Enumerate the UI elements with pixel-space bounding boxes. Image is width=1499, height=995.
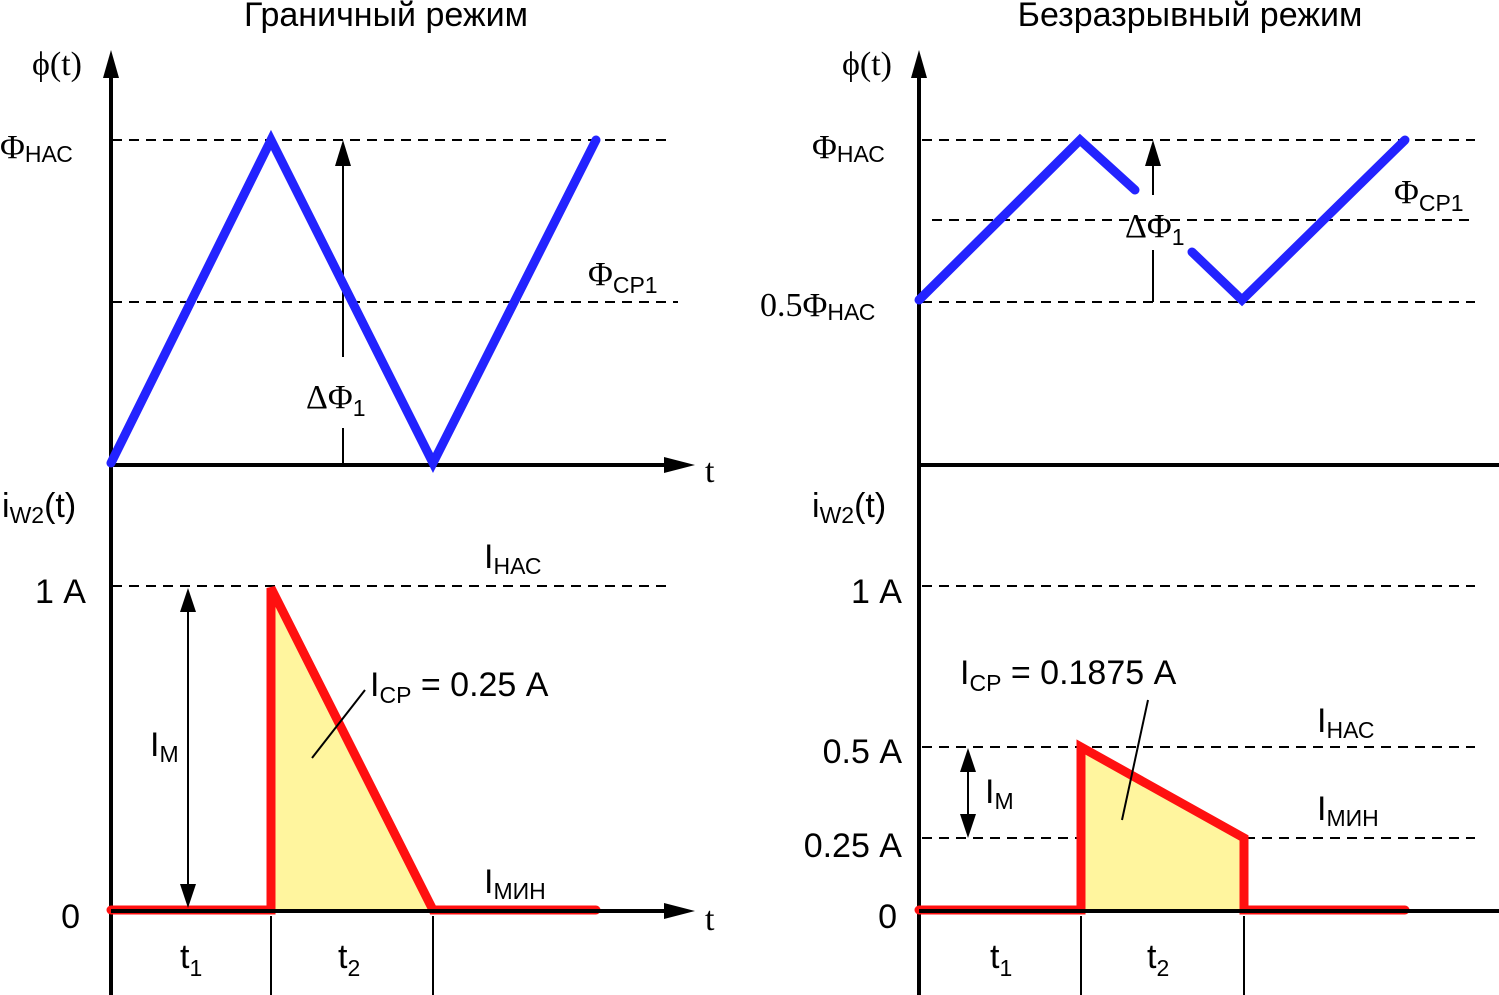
left-im-arrow-top (180, 588, 196, 612)
left-i-min-label: IМИН (484, 863, 546, 904)
left-t-axis-bottom-arrow (664, 903, 695, 919)
right-y-05a: 0.5 А (823, 733, 903, 771)
right-phi-half-label: 0.5ΦНАС (760, 287, 875, 325)
left-delta-phi-arrow (335, 140, 351, 166)
left-phi-sat-label: ΦНАС (0, 129, 73, 167)
right-flux-waveform-b (1187, 135, 1410, 307)
right-t2-label: t2 (1147, 938, 1169, 981)
right-y-0: 0 (878, 898, 897, 936)
left-y-1a: 1 А (35, 573, 86, 611)
left-t-axis-bottom-label: t (705, 901, 715, 938)
right-current-area (1083, 750, 1243, 910)
left-panel: Граничный режим ϕ(t) ΦНАС ΦСР1 ΔΦ1 t iW2… (0, 0, 715, 995)
left-im-arrow-bottom (180, 884, 196, 908)
right-phi-avg-label: ΦСР1 (1394, 174, 1464, 216)
left-t-axis-arrow (664, 457, 695, 473)
right-i-sat-label: IНАС (1317, 702, 1375, 743)
left-phi-axis-label: ϕ(t) (32, 46, 82, 83)
left-im-label: IМ (150, 726, 179, 767)
right-title: Безразрывный режим (1018, 0, 1363, 34)
left-i-avg-pointer (311, 689, 366, 759)
left-i-sat-label: IНАС (484, 538, 542, 579)
left-phi-axis-arrow (103, 50, 119, 78)
left-delta-phi-label: ΔΦ1 (306, 379, 366, 421)
right-phi-axis-arrow (911, 50, 927, 78)
right-panel: Безразрывный режим ϕ(t) ΦНАС ΦСР1 0.5ΦНА… (760, 0, 1499, 995)
right-delta-phi-label: ΔΦ1 (1125, 208, 1185, 250)
right-y-1a: 1 А (851, 573, 902, 611)
left-y-0: 0 (61, 898, 80, 936)
right-i-avg-label: IСР = 0.1875 А (960, 654, 1177, 696)
right-im-label: IМ (985, 773, 1014, 814)
right-phi-axis-label: ϕ(t) (842, 46, 892, 83)
right-delta-phi-arrow (1145, 140, 1161, 166)
right-im-arrow-bottom (960, 814, 976, 838)
right-phi-sat-label: ΦНАС (812, 129, 885, 167)
right-i-avg-pointer (1121, 699, 1149, 821)
left-flux-waveform (106, 129, 601, 474)
right-i-min-label: IМИН (1317, 790, 1379, 831)
right-y-025a: 0.25 А (804, 827, 903, 865)
left-i-avg-label: IСР = 0.25 А (370, 666, 549, 708)
right-t1-label: t1 (990, 938, 1012, 981)
left-title: Граничный режим (244, 0, 528, 34)
left-t-axis-label: t (705, 453, 715, 490)
right-i-axis-label: iW2(t) (812, 487, 886, 528)
right-im-arrow-top (960, 748, 976, 772)
left-i-axis-label: iW2(t) (2, 487, 76, 528)
right-flux-waveform-a (914, 133, 1140, 305)
left-t2-label: t2 (338, 938, 360, 981)
left-t1-label: t1 (180, 938, 202, 981)
left-phi-avg-label: ΦСР1 (588, 256, 658, 298)
